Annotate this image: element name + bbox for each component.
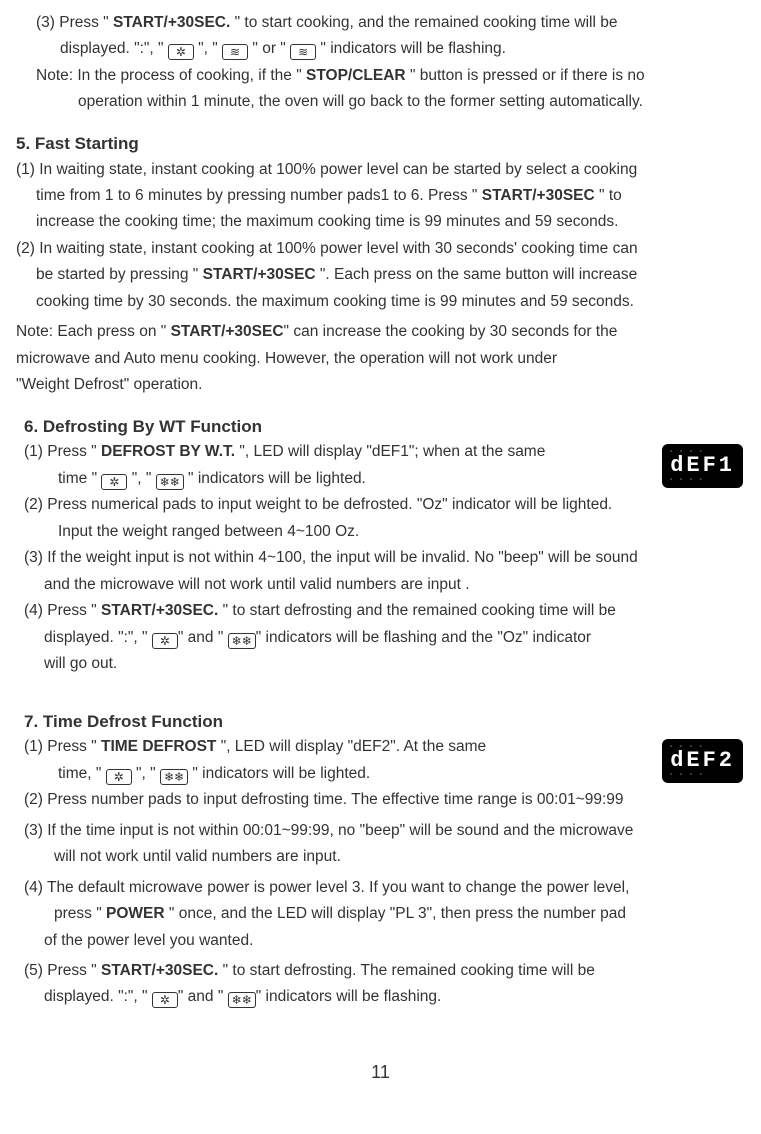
s6-p3a: (3) If the weight input is not within 4~… [24,547,745,569]
s5-note-1: Note: Each press on " START/+30SEC" can … [16,321,745,343]
s5-p2c: cooking time by 30 seconds. the maximum … [16,291,745,313]
top-line-2: displayed. ":", " ✲ ", " ≋ " or " ≋ " in… [16,38,745,60]
led-display-def2: ▫ ▫ ▫ ▫ dEF2 ▫ ▫ ▫ ▫ [662,739,743,783]
snow-icon: ❄❄ [156,474,184,490]
s6-p2b: Input the weight ranged between 4~100 Oz… [24,521,745,543]
fan-icon: ✲ [101,474,127,490]
text: " indicators will be flashing. [316,40,506,57]
s5-p1b: time from 1 to 6 minutes by pressing num… [16,185,745,207]
text: Note: Each press on " [16,323,171,340]
text: be started by pressing " [36,266,203,283]
text: " once, and the LED will display "PL 3",… [165,905,626,922]
section-6-title: 6. Defrosting By WT Function [24,415,745,440]
wave-icon: ≋ [290,44,316,60]
top-note-2: operation within 1 minute, the oven will… [16,91,745,113]
s5-p2b: be started by pressing " START/+30SEC ".… [16,264,745,286]
text: " can increase the cooking by 30 seconds… [284,323,618,340]
page-number: 11 [16,1059,745,1085]
s6-p4c: will go out. [24,653,745,675]
text: press " [54,905,106,922]
wave-icon: ≋ [222,44,248,60]
text: time " [58,470,101,487]
text: (4) Press " [24,602,101,619]
text: time, " [58,765,106,782]
fan-icon: ✲ [152,992,178,1008]
button-label-defrost-wt: DEFROST BY W.T. [101,443,235,460]
button-label-start: START/+30SEC [171,323,284,340]
s6-p2a: (2) Press numerical pads to input weight… [24,494,745,516]
top-line-1: (3) Press " START/+30SEC. " to start coo… [16,12,745,34]
button-label-start: START/+30SEC. [113,14,230,31]
s7-p2: (2) Press number pads to input defrostin… [24,789,745,811]
s7-p1b: time, " ✲ ", " ❄❄ " indicators will be l… [24,763,745,785]
text: ", LED will display "dEF1"; when at the … [235,443,545,460]
text: displayed. ":", " [44,629,152,646]
fan-icon: ✲ [106,769,132,785]
s7-p5b: displayed. ":", " ✲" and " ❄❄" indicator… [24,986,745,1008]
led-text: dEF1 [670,455,735,477]
button-label-start: START/+30SEC [203,266,316,283]
led-display-def1: ▫ ▫ ▫ ▫ dEF1 ▫ ▫ ▫ ▫ [662,444,743,488]
s5-note-3: "Weight Defrost" operation. [16,374,745,396]
button-label-stop: STOP/CLEAR [306,67,406,84]
text: " indicators will be lighted. [188,765,370,782]
button-label-power: POWER [106,905,165,922]
text: " button is pressed or if there is no [406,67,645,84]
s6-p4b: displayed. ":", " ✲" and " ❄❄" indicator… [24,627,745,649]
text: (5) Press " [24,962,101,979]
text: ". Each press on the same button will in… [316,266,638,283]
text: " to [595,187,622,204]
text: displayed. ":", " [60,40,168,57]
fan-icon: ✲ [168,44,194,60]
s7-p3b: will not work until valid numbers are in… [24,846,745,868]
top-note-1: Note: In the process of cooking, if the … [16,65,745,87]
s7-p3a: (3) If the time input is not within 00:0… [24,820,745,842]
text: (1) Press " [24,738,101,755]
s7-p4b: press " POWER " once, and the LED will d… [24,903,745,925]
s6-p4a: (4) Press " START/+30SEC. " to start def… [24,600,745,622]
text: " to start defrosting. The remained cook… [218,962,595,979]
s6-p3b: and the microwave will not work until va… [24,574,745,596]
text: Note: In the process of cooking, if the … [36,67,306,84]
section-5-title: 5. Fast Starting [16,132,745,157]
s5-note-2: microwave and Auto menu cooking. However… [16,348,745,370]
button-label-start: START/+30SEC [482,187,595,204]
s5-p1c: increase the cooking time; the maximum c… [16,211,745,233]
text: ", " [127,470,155,487]
snow-icon: ❄❄ [160,769,188,785]
s7-p4a: (4) The default microwave power is power… [24,877,745,899]
text: (3) Press " [36,14,113,31]
led-text: dEF2 [670,750,735,772]
button-label-start: START/+30SEC. [101,962,218,979]
button-label-start: START/+30SEC. [101,602,218,619]
text: " indicators will be lighted. [184,470,366,487]
s7-p5a: (5) Press " START/+30SEC. " to start def… [24,960,745,982]
text: " indicators will be flashing. [256,988,442,1005]
snow-icon: ❄❄ [228,992,256,1008]
snow-icon: ❄❄ [228,633,256,649]
text: ", " [194,40,222,57]
text: displayed. ":", " [44,988,152,1005]
text: ", LED will display "dEF2". At the same [216,738,486,755]
s6-p1b: time " ✲ ", " ❄❄ " indicators will be li… [24,468,745,490]
button-label-time-defrost: TIME DEFROST [101,738,216,755]
text: ", " [132,765,160,782]
text: " to start defrosting and the remained c… [218,602,616,619]
s7-p1a: (1) Press " TIME DEFROST ", LED will dis… [24,736,745,758]
section-7-title: 7. Time Defrost Function [24,710,745,735]
s6-p1a: (1) Press " DEFROST BY W.T. ", LED will … [24,441,745,463]
text: (1) Press " [24,443,101,460]
s7-p4c: of the power level you wanted. [24,930,745,952]
text: time from 1 to 6 minutes by pressing num… [36,187,482,204]
fan-icon: ✲ [152,633,178,649]
text: " or " [248,40,290,57]
text: " indicators will be flashing and the "O… [256,629,591,646]
text: " to start cooking, and the remained coo… [230,14,617,31]
text: " and " [178,988,228,1005]
s5-p2a: (2) In waiting state, instant cooking at… [16,238,745,260]
text: " and " [178,629,228,646]
s5-p1a: (1) In waiting state, instant cooking at… [16,159,745,181]
